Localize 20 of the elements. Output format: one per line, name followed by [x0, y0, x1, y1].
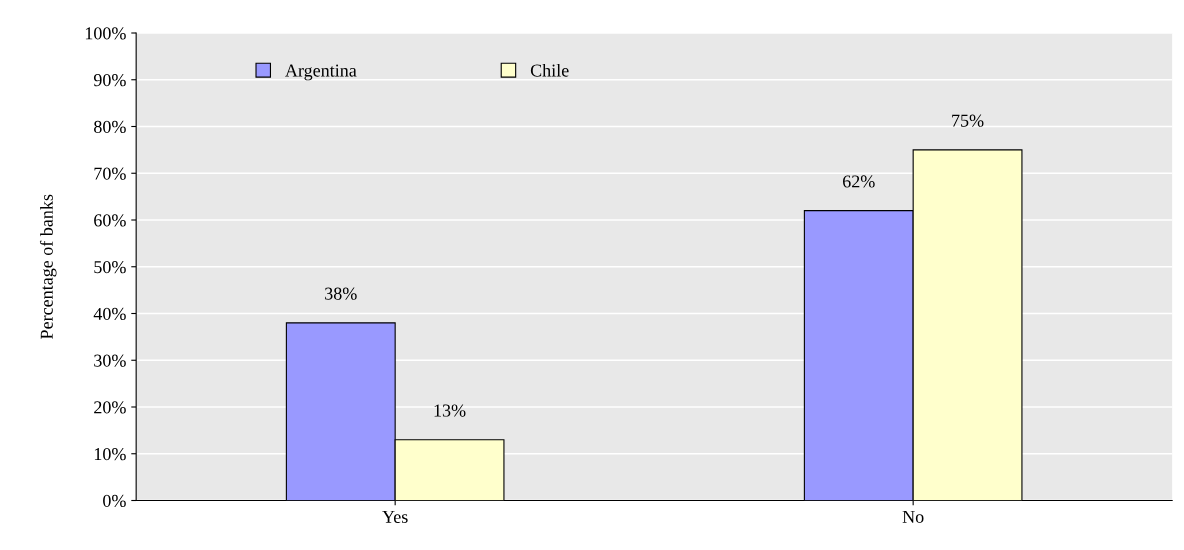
y-tick-label: 60% [94, 214, 126, 227]
x-tick-label: Yes [382, 510, 408, 523]
x-tick-label: No [902, 510, 924, 523]
y-tick-label: 80% [94, 120, 126, 133]
data-label: 62% [843, 175, 875, 188]
data-label: 13% [434, 404, 466, 417]
y-tick-label: 70% [94, 167, 126, 180]
data-label: 75% [952, 114, 984, 127]
y-tick-label: 50% [94, 261, 126, 274]
y-tick-label: 0% [103, 494, 126, 507]
legend-label: Argentina [285, 64, 357, 81]
y-axis-title: Percentage of banks [39, 194, 57, 339]
y-tick-label: 100% [85, 27, 126, 40]
y-tick-label: 10% [94, 448, 126, 461]
y-tick-label: 90% [93, 74, 126, 87]
y-tick-label: 20% [94, 401, 126, 414]
legend-label: Chile [530, 63, 569, 77]
y-tick-label: 40% [93, 307, 126, 320]
data-label: 38% [325, 287, 357, 300]
y-tick-label: 30% [94, 354, 126, 367]
